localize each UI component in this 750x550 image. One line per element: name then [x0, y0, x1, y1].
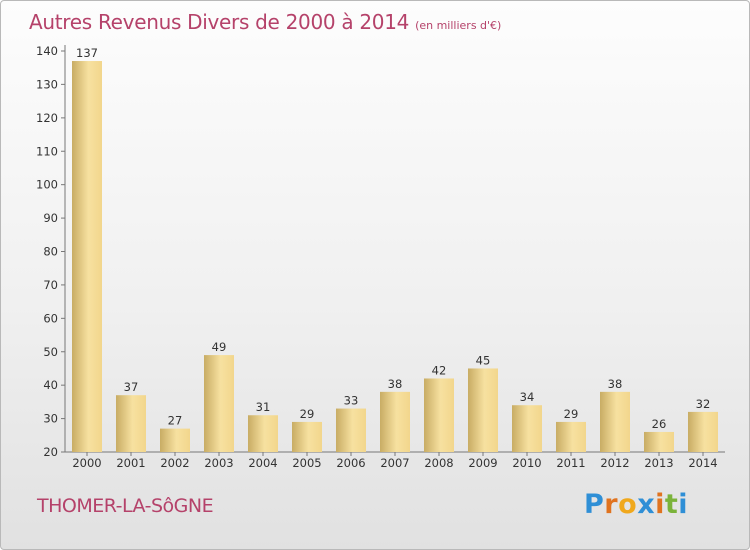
x-tick-label: 2004 [248, 456, 277, 470]
x-tick-label: 2001 [116, 456, 145, 470]
y-tick-label: 60 [43, 311, 58, 325]
x-tick-label: 2012 [600, 456, 629, 470]
bar-value-label: 137 [76, 46, 98, 60]
bar-2014 [688, 411, 718, 452]
bar-value-label: 33 [344, 394, 359, 408]
logo-letter: r [604, 489, 619, 520]
bar-2002 [160, 428, 190, 452]
x-tick-label: 2005 [292, 456, 321, 470]
y-tick-label: 110 [36, 144, 58, 158]
bar-2003 [204, 355, 234, 452]
y-tick-label: 20 [43, 445, 58, 459]
x-tick-label: 2007 [380, 456, 409, 470]
bar-value-label: 45 [476, 353, 491, 367]
bar-2008 [424, 378, 454, 452]
bar-value-label: 27 [168, 414, 183, 428]
logo-letter: i [678, 489, 689, 520]
bar-2007 [380, 391, 410, 452]
bar-2001 [116, 395, 146, 452]
chart-title: Autres Revenus Divers de 2000 à 2014 (en … [29, 10, 501, 34]
bar-2012 [600, 391, 630, 452]
logo-letter: o [618, 489, 638, 520]
y-tick-label: 50 [43, 345, 58, 359]
y-tick-label: 70 [43, 278, 58, 292]
logo-letter: x [637, 489, 656, 520]
proxiti-logo: Proxiti [584, 489, 688, 520]
logo-letter: t [664, 489, 679, 520]
x-tick-label: 2011 [556, 456, 585, 470]
bar-value-label: 29 [564, 407, 579, 421]
bar-value-label: 42 [432, 363, 447, 377]
x-tick-label: 2014 [688, 456, 717, 470]
bar-2005 [292, 421, 322, 452]
x-tick-label: 2009 [468, 456, 497, 470]
bar-value-label: 32 [696, 397, 711, 411]
bar-value-label: 26 [652, 417, 667, 431]
bar-value-label: 29 [300, 407, 315, 421]
bar-2010 [512, 405, 542, 452]
location-label: THOMER-LA-SôGNE [37, 495, 214, 517]
bar-2000 [72, 61, 102, 453]
bar-value-label: 37 [124, 380, 139, 394]
bar-2004 [248, 415, 278, 452]
x-tick-label: 2006 [336, 456, 365, 470]
logo-letter: i [655, 489, 665, 520]
bar-2006 [336, 408, 366, 452]
logo-letter: P [584, 489, 605, 520]
y-tick-label: 140 [36, 44, 58, 58]
bar-value-label: 34 [520, 390, 535, 404]
chart-title-text: Autres Revenus Divers de 2000 à 2014 [29, 10, 410, 34]
bar-value-label: 31 [256, 400, 271, 414]
y-tick-label: 80 [43, 245, 58, 259]
y-tick-label: 130 [36, 77, 58, 91]
y-tick-label: 120 [36, 111, 58, 125]
chart-title-unit: (en milliers d'€) [415, 19, 502, 32]
y-tick-label: 100 [36, 178, 58, 192]
x-tick-label: 2002 [160, 456, 189, 470]
y-tick-label: 30 [43, 412, 58, 426]
x-tick-label: 2003 [204, 456, 233, 470]
bar-2011 [556, 421, 586, 452]
y-tick-label: 40 [43, 378, 58, 392]
bar-2013 [644, 431, 674, 452]
bar-2009 [468, 368, 498, 452]
bar-value-label: 38 [388, 377, 403, 391]
x-tick-label: 2000 [72, 456, 101, 470]
x-tick-label: 2010 [512, 456, 541, 470]
x-tick-label: 2013 [644, 456, 673, 470]
x-tick-label: 2008 [424, 456, 453, 470]
bar-value-label: 38 [608, 377, 623, 391]
bar-value-label: 49 [212, 340, 227, 354]
y-tick-label: 90 [43, 211, 58, 225]
